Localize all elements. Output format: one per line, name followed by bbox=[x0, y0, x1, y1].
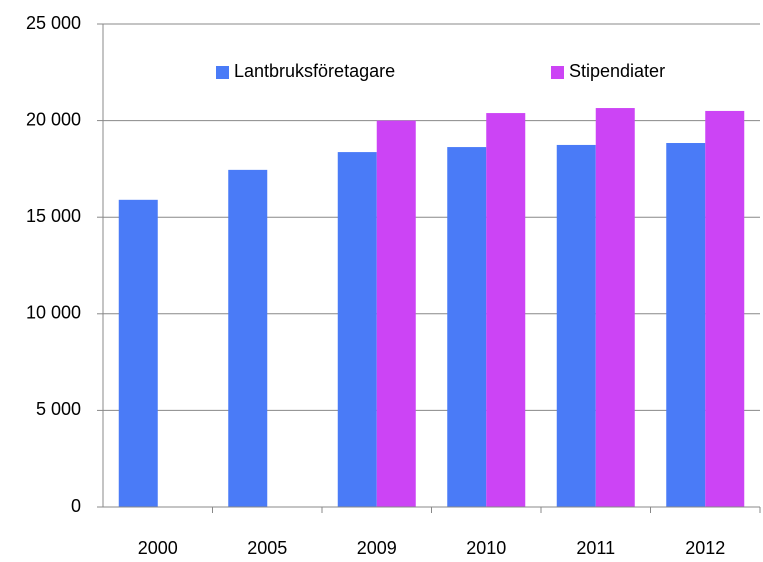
bar bbox=[556, 144, 596, 507]
bar bbox=[118, 199, 158, 507]
bar bbox=[228, 169, 268, 507]
y-tick-label: 20 000 bbox=[26, 109, 81, 129]
legend-swatch bbox=[551, 66, 564, 79]
x-tick-label: 2010 bbox=[466, 538, 506, 558]
y-tick-label: 15 000 bbox=[26, 206, 81, 226]
legend-label: Stipendiater bbox=[569, 61, 665, 81]
y-tick-label: 5 000 bbox=[36, 399, 81, 419]
bar bbox=[376, 120, 416, 507]
x-tick-label: 2009 bbox=[357, 538, 397, 558]
x-tick-label: 2005 bbox=[247, 538, 287, 558]
legend-label: Lantbruksföretagare bbox=[234, 61, 395, 81]
bar bbox=[486, 113, 526, 508]
x-tick-label: 2012 bbox=[685, 538, 725, 558]
bar bbox=[337, 152, 377, 507]
legend-swatch bbox=[216, 66, 229, 79]
bar bbox=[666, 143, 706, 507]
y-tick-label: 10 000 bbox=[26, 303, 81, 323]
y-tick-label: 0 bbox=[71, 496, 81, 516]
bar bbox=[447, 147, 487, 507]
x-tick-label: 2000 bbox=[138, 538, 178, 558]
y-tick-label: 25 000 bbox=[26, 13, 81, 33]
bar bbox=[705, 110, 745, 507]
bar bbox=[595, 108, 635, 508]
x-tick-label: 2011 bbox=[576, 538, 615, 558]
